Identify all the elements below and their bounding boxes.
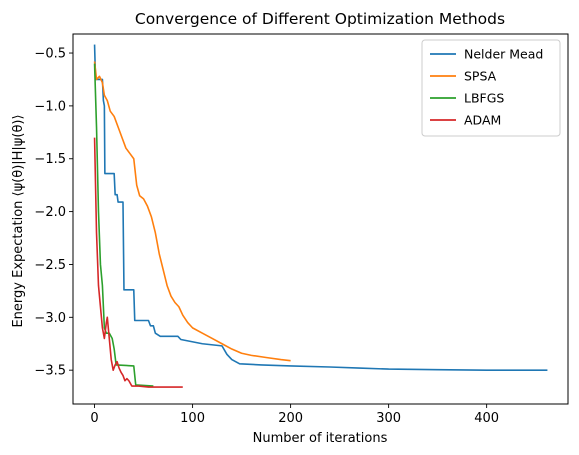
y-tick-label: −0.5: [34, 47, 66, 62]
x-axis-label: Number of iterations: [253, 431, 388, 446]
legend-label: LBFGS: [464, 91, 504, 106]
x-tick-label: 100: [180, 411, 205, 426]
chart-title: Convergence of Different Optimization Me…: [135, 10, 505, 28]
series-line-spsa: [95, 61, 291, 360]
legend-label: SPSA: [464, 69, 497, 84]
x-tick-label: 400: [474, 411, 499, 426]
legend-label: ADAM: [464, 113, 501, 128]
y-axis-label: Energy Expectation ⟨ψ(θ)|H|ψ(θ)⟩: [11, 114, 26, 327]
y-tick-label: −2.5: [34, 258, 66, 273]
y-tick-label: −2.0: [34, 205, 66, 220]
y-tick-label: −3.5: [34, 364, 66, 379]
y-axis-ticks: −0.5 −1.0 −1.5 −2.0 −2.5 −3.0 −3.5: [34, 47, 73, 379]
series-line-adam: [95, 138, 183, 387]
x-tick-label: 200: [278, 411, 303, 426]
legend: Nelder Mead SPSA LBFGS ADAM: [422, 40, 560, 136]
x-tick-label: 0: [90, 411, 98, 426]
y-tick-label: −1.0: [34, 99, 66, 114]
legend-label: Nelder Mead: [464, 47, 543, 62]
y-tick-label: −3.0: [34, 311, 66, 326]
y-tick-label: −1.5: [34, 152, 66, 167]
x-tick-label: 300: [376, 411, 401, 426]
x-axis-ticks: 0 100 200 300 400: [90, 404, 499, 426]
